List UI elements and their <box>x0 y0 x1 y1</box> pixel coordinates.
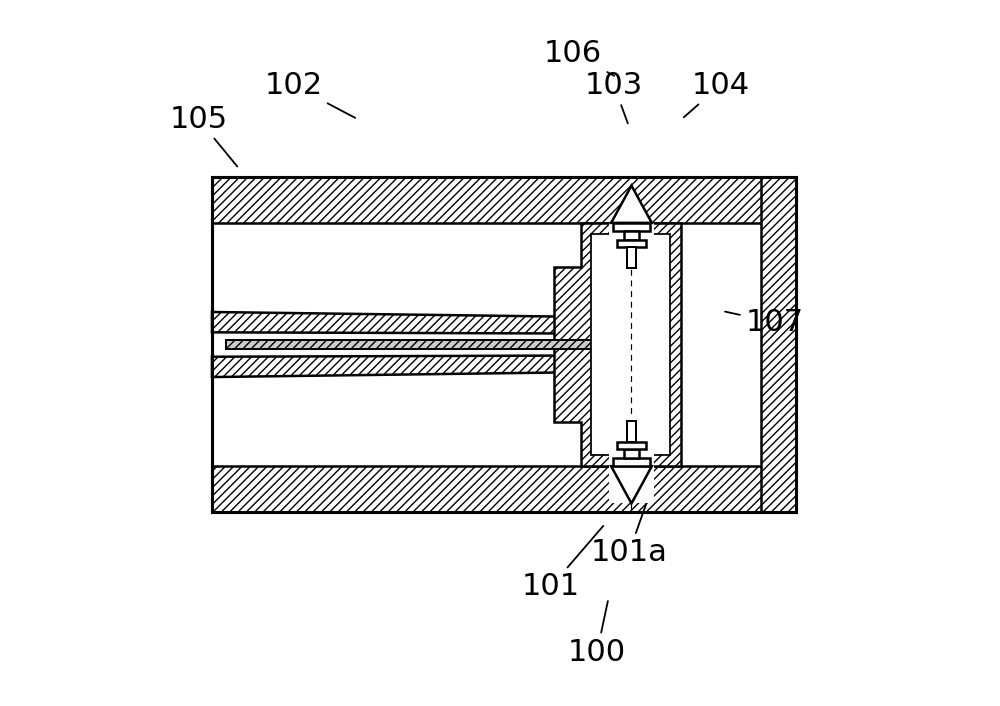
Text: 100: 100 <box>568 601 626 667</box>
Bar <box>624 231 639 241</box>
Bar <box>617 442 646 448</box>
Text: 105: 105 <box>169 104 237 167</box>
Text: 101a: 101a <box>590 495 667 568</box>
Text: 103: 103 <box>585 71 643 124</box>
Polygon shape <box>554 223 681 466</box>
Bar <box>609 223 654 268</box>
Bar <box>212 176 796 513</box>
Polygon shape <box>611 186 652 223</box>
Bar <box>624 448 639 458</box>
Bar <box>627 421 636 442</box>
Bar <box>609 418 654 503</box>
Bar <box>613 458 650 466</box>
Polygon shape <box>212 312 623 334</box>
Bar <box>212 176 796 223</box>
Text: 101: 101 <box>522 526 603 602</box>
Bar <box>613 223 650 231</box>
Bar <box>212 176 796 513</box>
Bar <box>226 340 635 349</box>
Bar <box>617 241 646 247</box>
Text: 106: 106 <box>544 39 614 76</box>
Bar <box>212 466 796 513</box>
Polygon shape <box>611 466 652 503</box>
Polygon shape <box>212 355 623 377</box>
Text: 104: 104 <box>684 71 749 117</box>
Bar <box>591 234 670 455</box>
Text: 102: 102 <box>264 71 355 118</box>
Text: 107: 107 <box>725 308 804 337</box>
Bar <box>627 247 636 268</box>
Bar <box>761 176 796 513</box>
